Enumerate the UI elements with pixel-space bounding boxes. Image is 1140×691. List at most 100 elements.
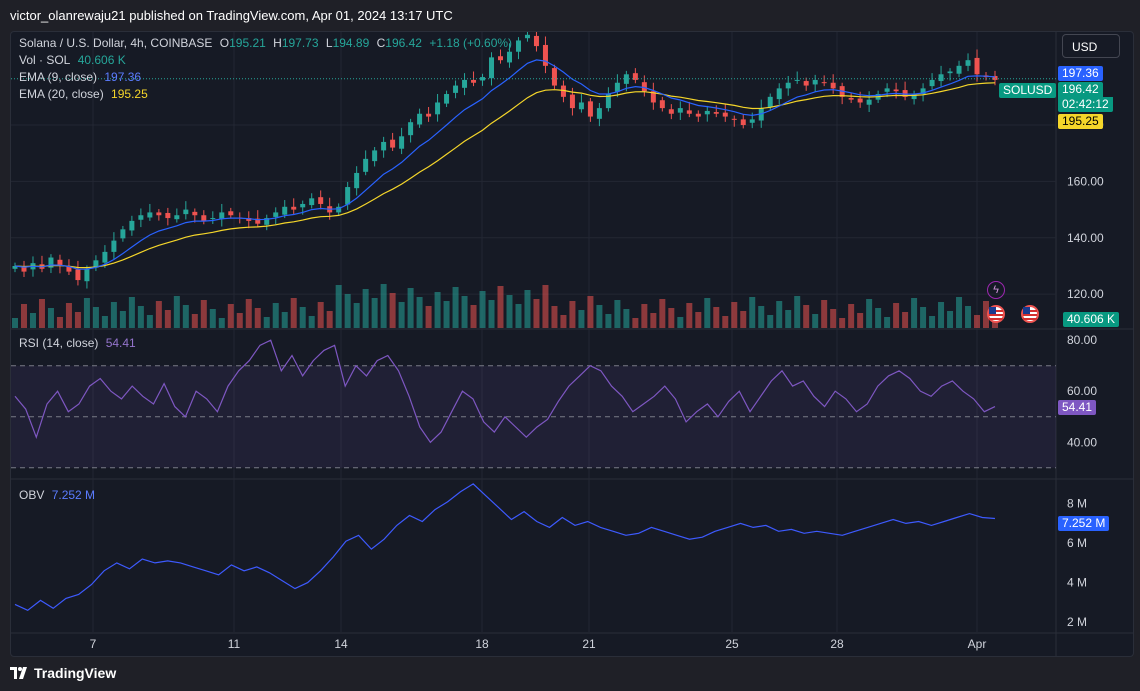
candle-body xyxy=(390,139,396,148)
candle-body xyxy=(785,82,791,89)
candle-body xyxy=(165,212,171,219)
volume-bar xyxy=(785,310,792,328)
volume-bar xyxy=(254,308,261,328)
volume-bar xyxy=(821,300,828,328)
candle-body xyxy=(794,79,800,81)
candle-body xyxy=(147,212,153,218)
ema9-price-tag: 197.36 xyxy=(1058,66,1103,81)
candle-body xyxy=(722,112,728,117)
candle-body xyxy=(471,79,477,83)
volume-bar xyxy=(587,296,594,328)
obv-tick-label: 6 M xyxy=(1067,536,1087,550)
candle-body xyxy=(453,85,459,93)
rsi-tick-label: 40.00 xyxy=(1067,435,1097,449)
candle-body xyxy=(363,158,369,172)
candle-body xyxy=(965,60,971,66)
candle-body xyxy=(632,73,638,80)
volume-bar xyxy=(812,314,819,328)
rsi-legend: RSI (14, close) 54.41 xyxy=(19,336,140,350)
candle-body xyxy=(66,265,72,272)
footer-brand: TradingView xyxy=(34,665,117,681)
volume-bar xyxy=(488,300,495,328)
volume-bar xyxy=(326,311,333,328)
candle-body xyxy=(282,206,288,215)
volume-bar xyxy=(218,318,225,328)
volume-bar xyxy=(677,317,684,328)
candle-body xyxy=(300,203,306,208)
volume-bar xyxy=(317,302,324,328)
volume-bar xyxy=(866,299,873,328)
volume-bar xyxy=(902,312,909,328)
chart-panel[interactable]: 120.00140.00160.00180.007111418212528Apr… xyxy=(10,31,1134,657)
candle-body xyxy=(318,197,324,204)
candle-body xyxy=(704,110,710,115)
candle-body xyxy=(587,101,593,117)
volume-bar xyxy=(416,297,423,328)
us-flag-event-icon-2[interactable] xyxy=(1021,305,1039,323)
volume-bar xyxy=(560,315,567,328)
chart-canvas[interactable]: 120.00140.00160.00180.007111418212528Apr… xyxy=(11,32,1133,656)
volume-bar xyxy=(209,309,216,328)
ema20-value: 195.25 xyxy=(111,87,148,101)
high-value: 197.73 xyxy=(281,36,319,50)
volume-bar xyxy=(227,304,234,328)
candle-body xyxy=(345,187,351,205)
symbol-tag: SOLUSD xyxy=(999,83,1057,98)
volume-bar xyxy=(119,311,126,328)
volume-bar xyxy=(83,298,90,328)
candle-body xyxy=(255,218,261,224)
candle-body xyxy=(219,212,225,220)
candle-body xyxy=(929,79,935,87)
candle-body xyxy=(524,34,530,39)
candle-body xyxy=(650,91,656,103)
candle-body xyxy=(192,211,198,216)
volume-bar xyxy=(92,307,99,328)
lightning-event-icon[interactable]: ϟ xyxy=(987,281,1005,299)
candle-body xyxy=(749,119,755,123)
volume-bar xyxy=(299,307,306,328)
ema9-label: EMA (9, close) xyxy=(19,70,98,84)
candle-body xyxy=(246,218,252,221)
volume-bar xyxy=(110,302,117,328)
volume-bar xyxy=(839,318,846,328)
candle-body xyxy=(569,94,575,109)
candle-body xyxy=(848,97,854,100)
us-flag-event-icon[interactable] xyxy=(987,305,1005,323)
candle-body xyxy=(821,82,827,84)
candle-body xyxy=(201,215,207,221)
candle-body xyxy=(560,85,566,97)
candle-body xyxy=(677,108,683,113)
volume-bar xyxy=(695,312,702,328)
candle-body xyxy=(210,218,216,220)
currency-button[interactable]: USD xyxy=(1062,34,1120,58)
volume-bar xyxy=(173,296,180,328)
volume-bar xyxy=(335,285,342,328)
volume-bar xyxy=(605,314,612,328)
time-tick-label: 14 xyxy=(334,637,348,651)
volume-bar xyxy=(974,315,981,328)
volume-bar xyxy=(623,309,630,328)
candle-body xyxy=(695,113,701,117)
rsi-line xyxy=(14,339,996,444)
volume-bar xyxy=(245,299,252,328)
candle-body xyxy=(399,136,405,149)
time-tick-label: 28 xyxy=(830,637,844,651)
us-flag-icon xyxy=(989,307,1003,321)
candle-body xyxy=(12,265,18,269)
volume-bar xyxy=(164,310,171,328)
volume-bar xyxy=(371,298,378,328)
volume-bar xyxy=(272,303,279,328)
rsi-tick-label: 60.00 xyxy=(1067,384,1097,398)
candle-body xyxy=(111,240,117,252)
volume-bar xyxy=(956,297,963,328)
candle-body xyxy=(372,150,378,162)
volume-bar xyxy=(146,315,153,328)
volume-bar xyxy=(407,288,414,328)
volume-bar xyxy=(578,310,585,328)
volume-bar xyxy=(884,317,891,328)
candle-body xyxy=(426,113,432,117)
volume-bar xyxy=(380,284,387,328)
candle-body xyxy=(75,269,81,281)
ema20-line xyxy=(14,82,996,269)
volume-bar xyxy=(56,317,63,328)
